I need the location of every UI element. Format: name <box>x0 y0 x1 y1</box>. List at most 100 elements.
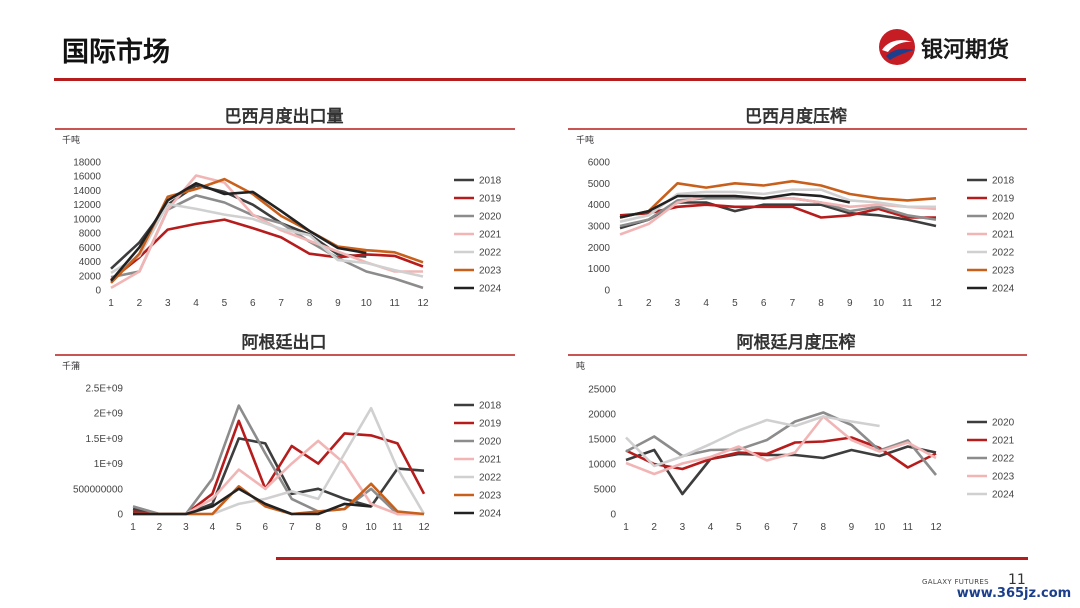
y-tick-label: 0 <box>610 510 616 521</box>
x-tick-label: 4 <box>193 298 199 309</box>
unit-label: 吨 <box>576 360 585 372</box>
x-tick-label: 10 <box>366 522 378 533</box>
legend-label: 2023 <box>992 472 1015 483</box>
x-tick-label: 7 <box>289 522 295 533</box>
x-tick-label: 4 <box>703 298 709 309</box>
x-tick-label: 11 <box>389 298 400 309</box>
y-tick-label: 10000 <box>588 460 616 471</box>
y-tick-label: 10000 <box>73 214 101 225</box>
legend-label: 2019 <box>992 194 1015 205</box>
galaxy-logo-icon <box>879 29 915 65</box>
x-tick-label: 10 <box>361 298 373 309</box>
y-tick-label: 1.5E+09 <box>85 434 123 445</box>
legend-label: 2020 <box>992 418 1015 429</box>
x-tick-label: 2 <box>646 298 652 309</box>
chart-title: 阿根廷月度压榨 <box>737 332 856 353</box>
series-line-2024 <box>110 182 367 282</box>
y-tick-label: 1E+09 <box>94 459 124 470</box>
y-tick-label: 6000 <box>588 158 611 169</box>
y-tick-label: 3000 <box>588 222 611 233</box>
legend-label: 2019 <box>479 194 502 205</box>
x-tick-label: 1 <box>623 522 629 533</box>
x-tick-label: 8 <box>818 298 824 309</box>
legend-label: 2020 <box>479 212 502 223</box>
x-tick-label: 9 <box>342 522 348 533</box>
x-tick-label: 8 <box>315 522 321 533</box>
x-tick-label: 4 <box>210 522 216 533</box>
x-tick-label: 5 <box>222 298 228 309</box>
chart-title: 巴西月度出口量 <box>225 106 344 127</box>
legend-label: 2023 <box>479 266 502 277</box>
series-line-2021 <box>133 439 424 516</box>
legend-label: 2021 <box>479 455 502 466</box>
x-tick-label: 12 <box>418 522 430 533</box>
y-tick-label: 4000 <box>79 257 102 268</box>
series-line-2023 <box>625 415 937 476</box>
footer-brand: GALAXY FUTURES <box>922 578 989 586</box>
x-tick-label: 1 <box>617 298 623 309</box>
y-tick-label: 5000 <box>594 485 617 496</box>
x-tick-label: 11 <box>902 298 913 309</box>
y-tick-label: 0 <box>117 510 123 521</box>
series-line-2022 <box>110 202 424 278</box>
legend-label: 2021 <box>992 436 1015 447</box>
x-tick-label: 11 <box>903 522 914 533</box>
y-tick-label: 5000 <box>588 179 611 190</box>
legend-label: 2021 <box>992 230 1015 241</box>
legend-label: 2022 <box>992 454 1015 465</box>
x-tick-label: 12 <box>930 522 942 533</box>
x-tick-label: 7 <box>792 522 798 533</box>
y-tick-label: 0 <box>604 286 610 297</box>
x-tick-label: 10 <box>874 522 886 533</box>
series-line-2020 <box>110 194 424 290</box>
series-line-2019 <box>619 203 936 219</box>
y-tick-label: 2000 <box>79 271 102 282</box>
legend-label: 2023 <box>479 491 502 502</box>
x-tick-label: 5 <box>236 522 242 533</box>
x-tick-label: 8 <box>307 298 313 309</box>
x-tick-label: 2 <box>651 522 657 533</box>
y-tick-label: 2.5E+09 <box>85 384 123 395</box>
legend-label: 2018 <box>479 176 502 187</box>
x-tick-label: 3 <box>675 298 681 309</box>
x-tick-label: 6 <box>761 298 767 309</box>
unit-label: 千吨 <box>62 134 80 146</box>
x-tick-label: 8 <box>820 522 826 533</box>
legend-label: 2022 <box>479 248 502 259</box>
x-tick-label: 7 <box>278 298 284 309</box>
x-tick-label: 5 <box>736 522 742 533</box>
legend-label: 2020 <box>479 437 502 448</box>
series-line-2020 <box>625 445 937 496</box>
legend-label: 2023 <box>992 266 1015 277</box>
series-line-2019 <box>132 419 426 516</box>
series-line-2024 <box>625 415 880 468</box>
x-tick-label: 5 <box>732 298 738 309</box>
x-tick-label: 3 <box>165 298 171 309</box>
x-tick-label: 3 <box>183 522 189 533</box>
x-tick-label: 6 <box>764 522 770 533</box>
legend-label: 2020 <box>992 212 1015 223</box>
x-tick-label: 9 <box>335 298 341 309</box>
legend-label: 2024 <box>992 490 1015 501</box>
y-tick-label: 25000 <box>588 385 616 396</box>
y-tick-label: 20000 <box>588 410 616 421</box>
x-tick-label: 4 <box>708 522 714 533</box>
y-tick-label: 2E+09 <box>94 409 124 420</box>
unit-label: 千吨 <box>576 134 594 146</box>
x-tick-label: 12 <box>417 298 429 309</box>
x-tick-label: 3 <box>680 522 686 533</box>
legend-label: 2018 <box>479 401 502 412</box>
legend-label: 2024 <box>479 284 502 295</box>
legend-label: 2022 <box>479 473 502 484</box>
watermark: www.365jz.com <box>953 584 1075 604</box>
y-tick-label: 2000 <box>588 243 611 254</box>
unit-label: 千蒲 <box>62 360 80 372</box>
x-tick-label: 2 <box>157 522 163 533</box>
header-rule <box>54 78 1026 81</box>
legend-label: 2022 <box>992 248 1015 259</box>
